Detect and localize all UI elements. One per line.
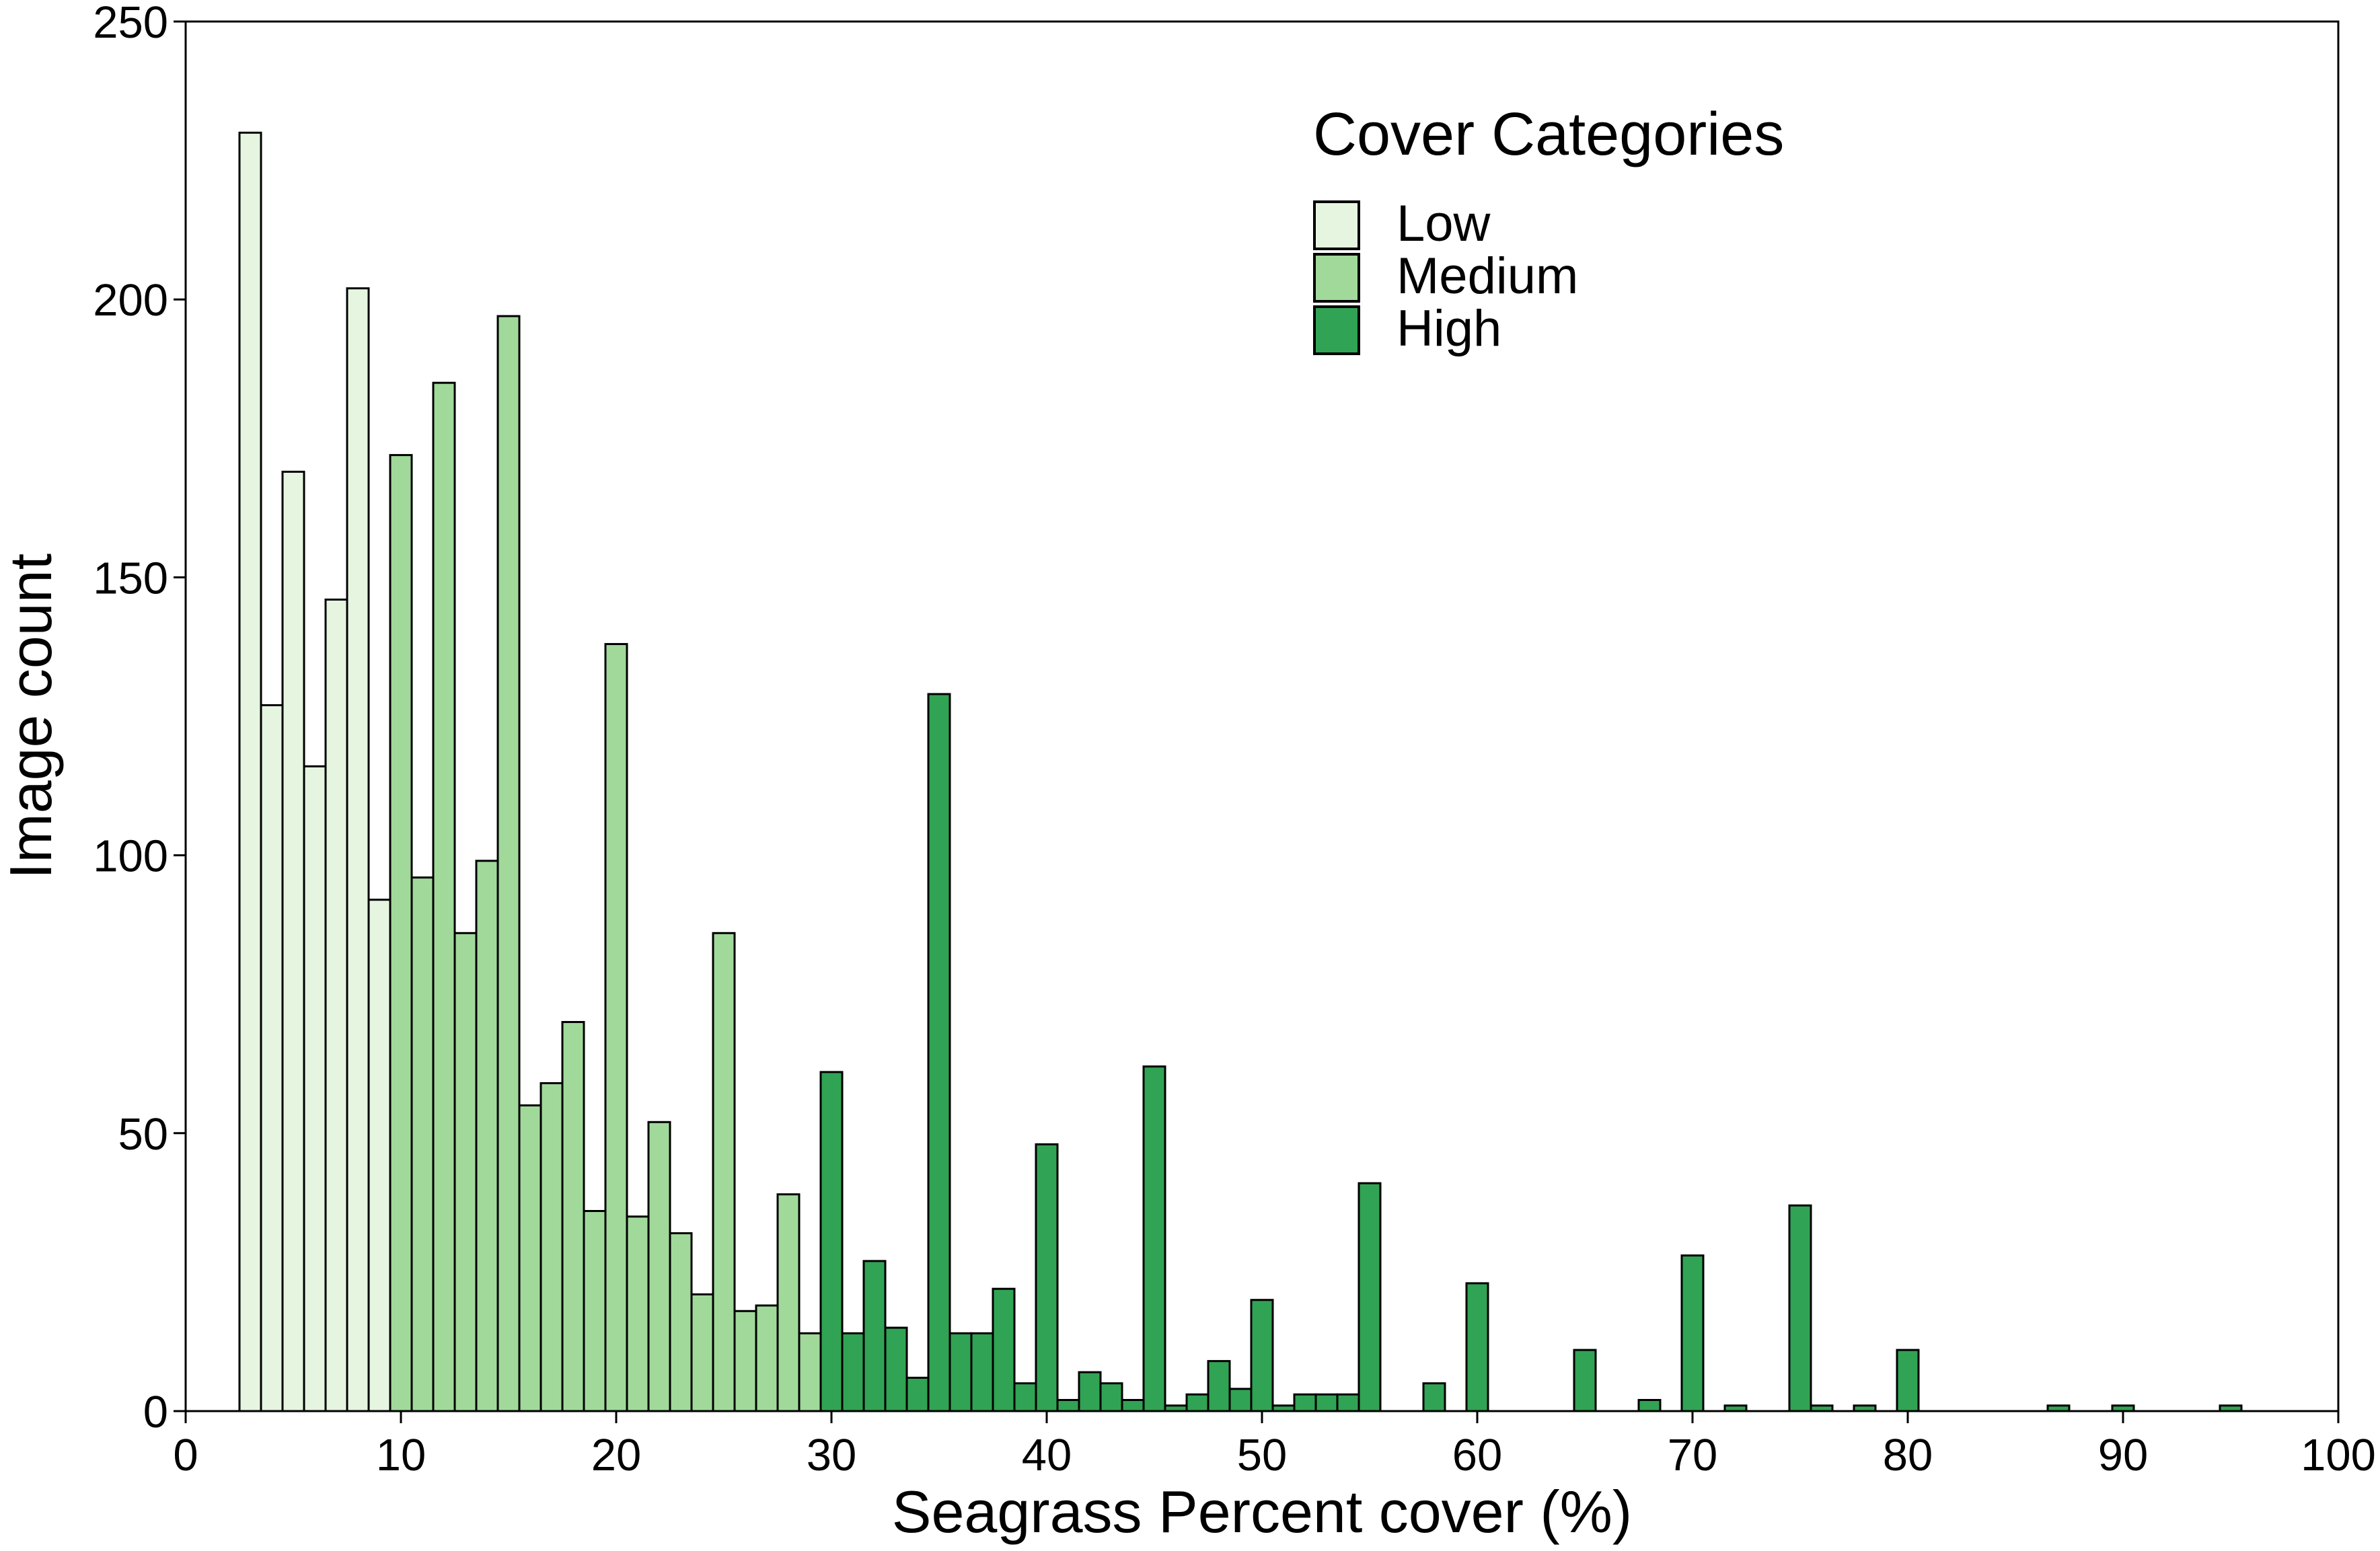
bar-medium-15 <box>496 315 521 1412</box>
bar-high-53 <box>1314 1393 1339 1412</box>
bar-medium-21 <box>626 1215 650 1412</box>
bar-low-7 <box>324 598 348 1412</box>
axis-ticks: 0 10 20 30 40 50 60 70 80 90 100 0 50 100 150 200 250 <box>93 0 2376 1480</box>
x-tick-label-0: 0 <box>173 1430 198 1480</box>
bar-high-65 <box>1573 1349 1597 1412</box>
y-tick-label-250: 250 <box>93 0 168 48</box>
bar-low-9 <box>367 899 392 1412</box>
bar-medium-22 <box>647 1121 671 1412</box>
bar-medium-23 <box>669 1232 693 1412</box>
y-tick-label-150: 150 <box>93 553 168 603</box>
bar-low-8 <box>346 287 370 1412</box>
bar-medium-13 <box>453 932 478 1412</box>
bar-medium-12 <box>432 381 456 1412</box>
bar-high-70 <box>1680 1254 1705 1412</box>
x-tick-label-10: 10 <box>376 1430 426 1480</box>
bar-high-50 <box>1250 1299 1274 1412</box>
bar-high-49 <box>1228 1388 1253 1412</box>
x-tick-label-60: 60 <box>1452 1430 1503 1480</box>
bar-low-6 <box>303 765 327 1412</box>
bar-high-31 <box>841 1332 865 1412</box>
bar-low-4 <box>260 704 284 1412</box>
bar-high-33 <box>884 1326 908 1412</box>
bar-low-3 <box>238 131 262 1412</box>
bar-high-45 <box>1142 1065 1166 1412</box>
legend-label-medium: Medium <box>1397 248 1578 305</box>
bar-high-41 <box>1056 1398 1080 1412</box>
bar-high-36 <box>949 1332 973 1412</box>
bar-high-47 <box>1185 1393 1210 1412</box>
bar-medium-18 <box>561 1021 585 1412</box>
legend-swatch-low <box>1313 200 1360 250</box>
legend-label-low: Low <box>1397 195 1491 252</box>
bar-high-38 <box>992 1287 1016 1412</box>
bar-medium-26 <box>733 1310 757 1412</box>
x-tick-label-40: 40 <box>1022 1430 1072 1480</box>
y-tick-label-200: 200 <box>93 275 168 326</box>
bar-high-39 <box>1013 1382 1037 1412</box>
x-tick-label-20: 20 <box>591 1430 642 1480</box>
legend-title: Cover Categories <box>1313 101 1784 168</box>
bar-high-80 <box>1896 1349 1920 1412</box>
legend-label-high: High <box>1397 300 1501 357</box>
x-tick-label-50: 50 <box>1237 1430 1288 1480</box>
bar-high-43 <box>1099 1382 1123 1412</box>
bar-high-60 <box>1465 1282 1489 1412</box>
y-tick-label-100: 100 <box>93 831 168 882</box>
legend-swatch-high <box>1313 305 1360 355</box>
y-axis-title: Image count <box>0 554 64 879</box>
bar-low-5 <box>281 470 305 1412</box>
y-tick-label-50: 50 <box>118 1109 168 1160</box>
bar-high-48 <box>1207 1360 1231 1412</box>
bar-medium-27 <box>755 1304 779 1412</box>
bar-high-44 <box>1121 1398 1145 1412</box>
bar-high-42 <box>1078 1371 1102 1412</box>
bar-medium-14 <box>475 860 499 1412</box>
bars-layer <box>238 131 2243 1412</box>
x-tick-label-100: 100 <box>2301 1430 2376 1480</box>
bar-high-55 <box>1358 1182 1382 1412</box>
x-axis-title: Seagrass Percent cover (%) <box>892 1478 1632 1545</box>
legend-swatch-medium <box>1313 253 1360 303</box>
bar-medium-29 <box>798 1332 822 1412</box>
x-tick-label-90: 90 <box>2098 1430 2149 1480</box>
bar-high-37 <box>970 1332 994 1412</box>
x-tick-label-80: 80 <box>1883 1430 1933 1480</box>
bar-high-32 <box>862 1260 887 1412</box>
bar-high-34 <box>905 1376 930 1412</box>
bar-medium-19 <box>583 1209 607 1412</box>
bar-medium-20 <box>604 643 628 1412</box>
bar-high-30 <box>819 1071 844 1412</box>
bar-high-58 <box>1422 1382 1446 1412</box>
y-tick-label-0: 0 <box>143 1387 168 1437</box>
bar-high-35 <box>927 693 951 1412</box>
bar-medium-17 <box>540 1082 564 1412</box>
bar-high-54 <box>1336 1393 1360 1412</box>
bar-high-75 <box>1788 1204 1812 1412</box>
bar-medium-16 <box>518 1104 542 1412</box>
x-tick-label-30: 30 <box>807 1430 857 1480</box>
bar-high-40 <box>1035 1143 1059 1412</box>
bar-medium-25 <box>712 932 736 1412</box>
x-tick-label-70: 70 <box>1668 1430 1718 1480</box>
bar-high-52 <box>1293 1393 1317 1412</box>
bar-medium-10 <box>389 454 413 1412</box>
bar-high-68 <box>1637 1398 1662 1412</box>
bar-medium-11 <box>410 876 435 1412</box>
bar-medium-28 <box>776 1193 801 1412</box>
bar-medium-24 <box>690 1293 714 1412</box>
